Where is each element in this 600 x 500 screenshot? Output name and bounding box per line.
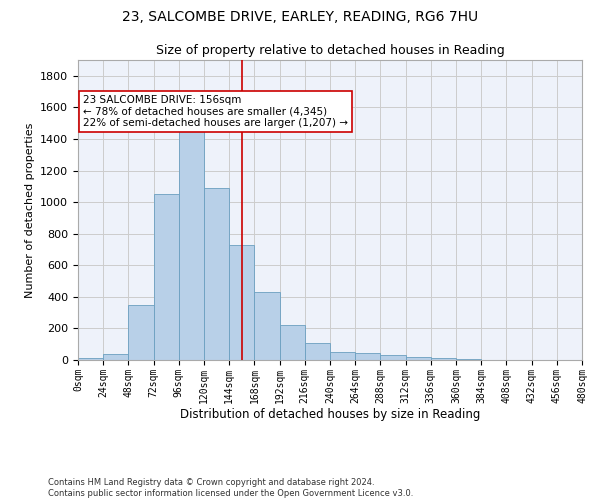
Y-axis label: Number of detached properties: Number of detached properties — [25, 122, 35, 298]
Title: Size of property relative to detached houses in Reading: Size of property relative to detached ho… — [155, 44, 505, 58]
Bar — [456, 359, 481, 360]
Bar — [229, 244, 254, 360]
Bar — [330, 352, 355, 360]
Bar — [154, 194, 179, 360]
Bar — [128, 304, 154, 360]
Bar — [406, 357, 431, 360]
Bar — [78, 358, 103, 360]
Text: 23, SALCOMBE DRIVE, EARLEY, READING, RG6 7HU: 23, SALCOMBE DRIVE, EARLEY, READING, RG6… — [122, 10, 478, 24]
Bar — [103, 354, 128, 360]
Bar — [254, 292, 280, 360]
Text: Contains HM Land Registry data © Crown copyright and database right 2024.
Contai: Contains HM Land Registry data © Crown c… — [48, 478, 413, 498]
X-axis label: Distribution of detached houses by size in Reading: Distribution of detached houses by size … — [180, 408, 480, 422]
Bar — [305, 344, 330, 360]
Bar — [179, 131, 204, 360]
Bar — [355, 353, 380, 360]
Bar — [431, 358, 456, 360]
Bar — [204, 188, 229, 360]
Text: 23 SALCOMBE DRIVE: 156sqm
← 78% of detached houses are smaller (4,345)
22% of se: 23 SALCOMBE DRIVE: 156sqm ← 78% of detac… — [83, 94, 348, 128]
Bar — [380, 356, 406, 360]
Bar — [280, 326, 305, 360]
